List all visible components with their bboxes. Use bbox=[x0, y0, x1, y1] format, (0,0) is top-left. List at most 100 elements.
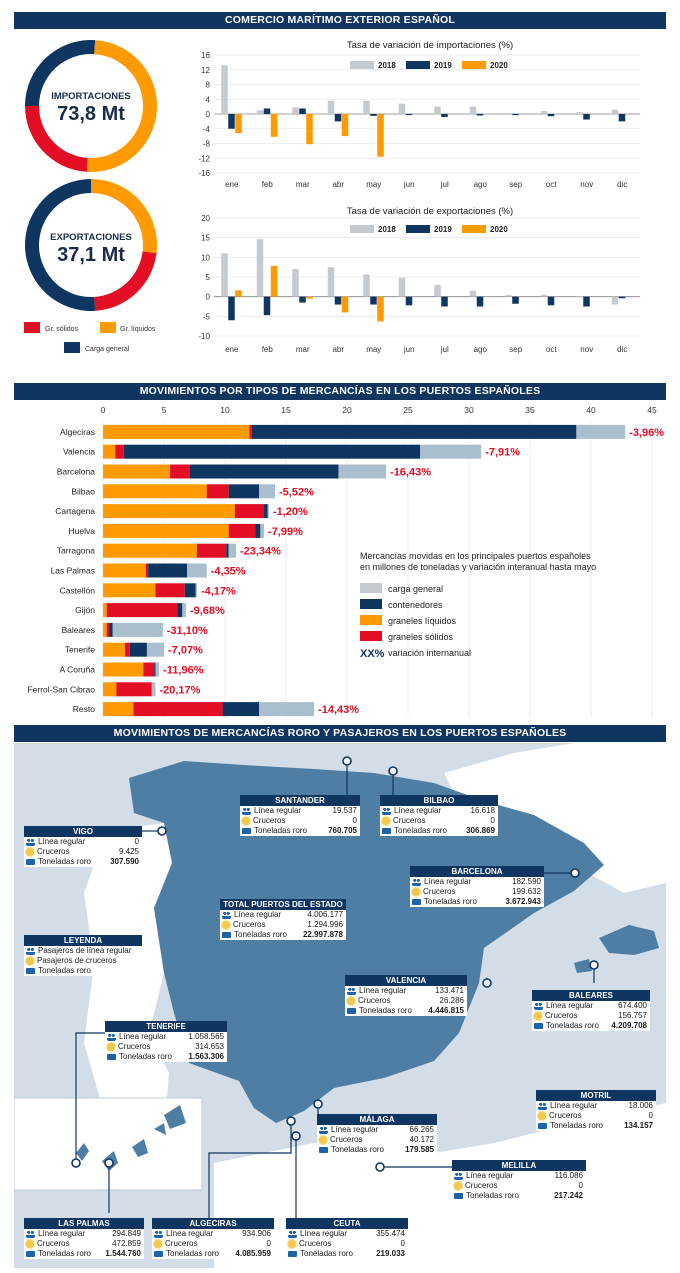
hb-category-label: Tenerife bbox=[65, 645, 96, 655]
legend-swatch-2018 bbox=[350, 225, 374, 233]
xtick-label: jul bbox=[440, 345, 449, 354]
port-box-ceuta: CEUTA Línea regular 355.474 Cruceros 0 Ton… bbox=[286, 1218, 408, 1259]
bar-2020-mar bbox=[306, 114, 313, 145]
donut-slice-solidos bbox=[94, 251, 157, 311]
truck-icon bbox=[26, 968, 35, 974]
legend-swatch-solidos bbox=[24, 322, 40, 333]
hb-category-label: Baleares bbox=[61, 625, 95, 635]
hb-variation-label: -7,91% bbox=[485, 447, 520, 459]
hb-seg-contenedores-Tenerife bbox=[129, 642, 147, 657]
hb-seg-contenedores-A Coruña bbox=[154, 662, 156, 677]
hb-seg-graneles-líquidos-Las Palmas bbox=[103, 563, 146, 578]
bar-2018-may bbox=[363, 274, 370, 297]
bar-2018-sep bbox=[505, 112, 512, 114]
section-header-comercio: COMERCIO MARÍTIMO EXTERIOR ESPAÑOL bbox=[14, 12, 666, 29]
hb-seg-carga-general-Baleares bbox=[112, 622, 163, 637]
hb-seg-graneles-líquidos-A Coruña bbox=[103, 662, 144, 677]
hb-seg-contenedores-Algeciras bbox=[251, 424, 577, 439]
bar-2018-dic bbox=[611, 109, 619, 114]
xtick-label: dic bbox=[617, 345, 627, 354]
bar-2018-ago bbox=[469, 290, 477, 297]
xtick-label: feb bbox=[262, 345, 274, 354]
cruise-icon bbox=[382, 817, 390, 825]
hb-category-label: Gijón bbox=[75, 605, 95, 615]
cruise-icon bbox=[319, 1136, 327, 1144]
legend-swatch-2019 bbox=[406, 225, 430, 233]
xtick-label: dic bbox=[617, 180, 627, 189]
bar-2019-ago bbox=[476, 296, 484, 307]
hb-seg-contenedores-Resto bbox=[222, 702, 260, 717]
people-icon bbox=[222, 911, 231, 919]
xtick-label: jul bbox=[440, 180, 449, 189]
bar-2018-jun bbox=[398, 277, 406, 297]
hb-xtick-label: 10 bbox=[220, 405, 230, 415]
bar-2019-ene bbox=[228, 296, 235, 321]
cruise-icon bbox=[154, 1240, 162, 1248]
hb-seg-carga-general-Ferrol-San Cibrao bbox=[151, 682, 156, 697]
import-chart-title: Tasa de variación de importaciones (%) bbox=[347, 40, 513, 51]
hb-category-label: Huelva bbox=[69, 526, 96, 536]
donut-charts: IMPORTACIONES 73,8 Mt EXPORTACIONES 37,1… bbox=[24, 40, 157, 353]
ytick-label: 10 bbox=[201, 253, 210, 262]
xtick-label: jun bbox=[403, 345, 415, 354]
bar-2019-mar bbox=[299, 296, 306, 303]
truck-icon bbox=[222, 932, 231, 938]
hb-seg-graneles-líquidos-Bilbao bbox=[103, 484, 207, 499]
people-icon bbox=[26, 1230, 35, 1238]
bar-2020-ene bbox=[235, 114, 242, 134]
bar-2019-feb bbox=[263, 296, 271, 316]
port-box-bilbao: BILBAO Línea regular 16.618 Cruceros 0 Ton… bbox=[380, 795, 498, 836]
hb-category-label: Cartagena bbox=[55, 506, 95, 516]
ytick-label: 0 bbox=[206, 293, 211, 302]
bar-2020-abr bbox=[341, 114, 349, 137]
truck-icon bbox=[382, 828, 391, 834]
hb-seg-graneles-sólidos-Resto bbox=[133, 702, 223, 717]
hb-xtick-label: 40 bbox=[586, 405, 596, 415]
hb-seg-graneles-sólidos-Las Palmas bbox=[145, 563, 149, 578]
legend-swatch-2020 bbox=[462, 61, 486, 69]
hb-category-label: Tarragona bbox=[57, 546, 96, 556]
ytick-label: -12 bbox=[198, 154, 210, 163]
legend-swatch-2019 bbox=[406, 61, 430, 69]
export-chart-legend: 2018 2019 2020 bbox=[350, 225, 508, 234]
ytick-label: -4 bbox=[203, 125, 211, 134]
bar-2020-mar bbox=[306, 296, 313, 299]
people-icon bbox=[242, 807, 251, 815]
hb-seg-contenedores-Bilbao bbox=[228, 484, 260, 499]
truck-icon bbox=[242, 828, 251, 834]
hb-legend-desc-2: en millones de toneladas y variación int… bbox=[360, 562, 596, 572]
donut-imp-value: 73,8 Mt bbox=[57, 103, 125, 125]
port-dot bbox=[342, 756, 352, 766]
hb-variation-label: -16,43% bbox=[390, 467, 431, 479]
bar-2020-ene bbox=[235, 290, 242, 297]
xtick-label: may bbox=[366, 345, 381, 354]
hb-seg-contenedores-Gijón bbox=[177, 603, 183, 618]
hb-seg-graneles-sólidos-Ferrol-San Cibrao bbox=[116, 682, 152, 697]
bar-2019-abr bbox=[334, 296, 342, 305]
bar-2018-feb bbox=[256, 239, 264, 297]
hb-seg-contenedores-Castellón bbox=[184, 583, 196, 598]
hb-seg-graneles-sólidos-Valencia bbox=[115, 444, 124, 459]
truck-icon bbox=[538, 1123, 547, 1129]
cruise-icon bbox=[534, 1012, 542, 1020]
hb-seg-graneles-líquidos-Castellón bbox=[103, 583, 156, 598]
export-chart-title: Tasa de variación de exportaciones (%) bbox=[347, 206, 513, 217]
hb-xtick-label: 15 bbox=[281, 405, 291, 415]
hb-xtick-label: 30 bbox=[464, 405, 474, 415]
import-variation-chart: Tasa de variación de importaciones (%) 2… bbox=[198, 40, 640, 189]
cruise-icon bbox=[347, 997, 355, 1005]
hb-seg-contenedores-Tarragona bbox=[226, 543, 229, 558]
hb-variation-label: -5,52% bbox=[279, 486, 314, 498]
section-header-movimientos: MOVIMIENTOS POR TIPOS DE MERCANCÍAS EN L… bbox=[14, 383, 666, 400]
hb-seg-graneles-líquidos-Resto bbox=[103, 702, 134, 717]
port-dot bbox=[482, 978, 492, 988]
hb-variation-label: -23,34% bbox=[240, 546, 281, 558]
hb-category-label: Las Palmas bbox=[51, 566, 95, 576]
hb-seg-carga-general-Resto bbox=[259, 702, 315, 717]
hb-seg-carga-general-Bilbao bbox=[259, 484, 276, 499]
hb-variation-label: -1,20% bbox=[273, 506, 308, 518]
bar-2020-feb bbox=[270, 265, 278, 297]
hb-variation-label: -4,35% bbox=[211, 566, 246, 578]
port-dot bbox=[71, 1158, 81, 1168]
port-dot bbox=[388, 766, 398, 776]
